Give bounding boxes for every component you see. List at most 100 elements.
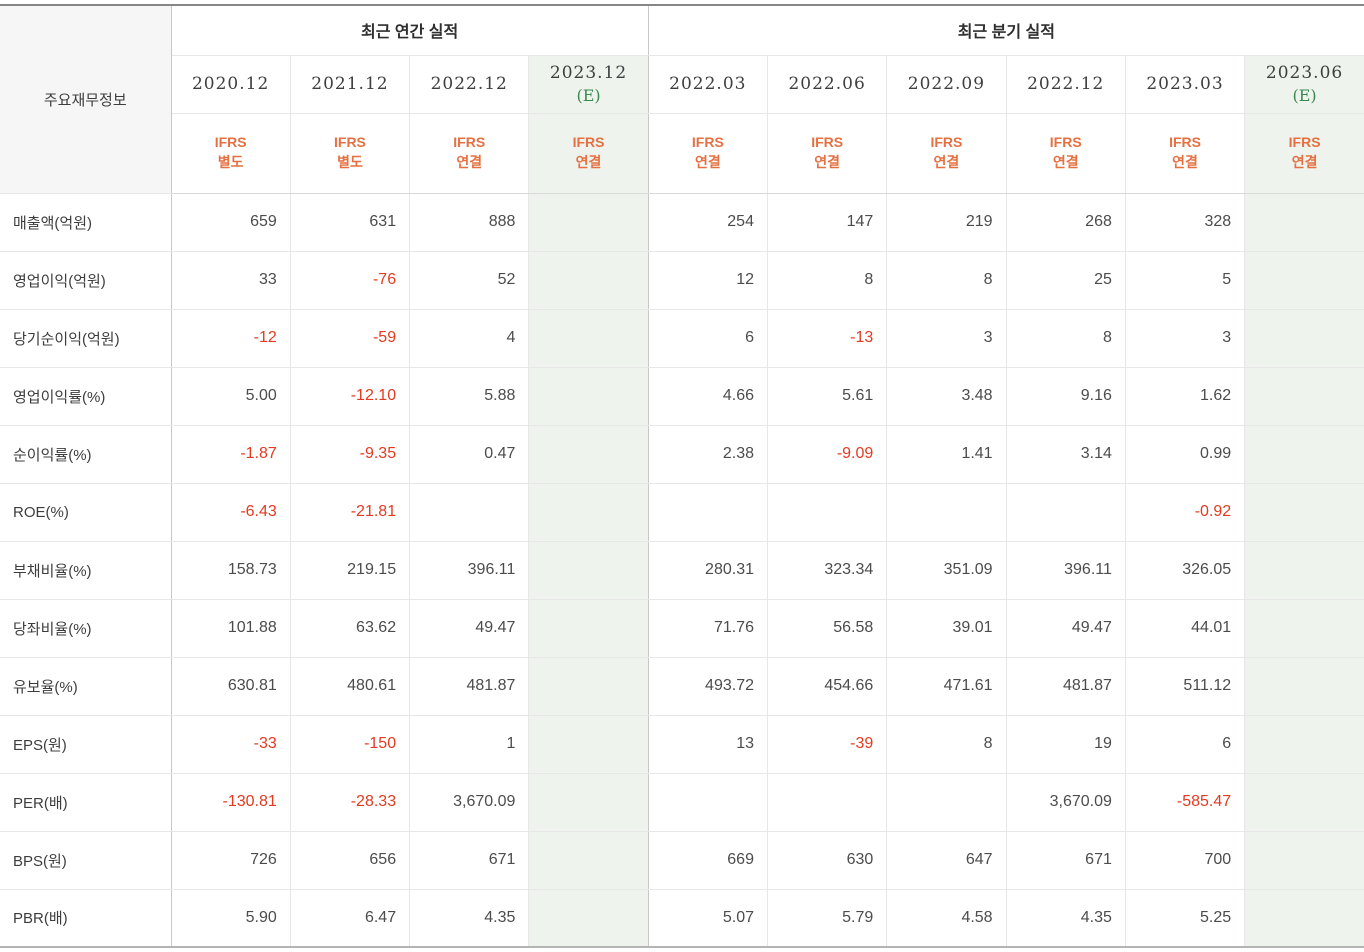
data-cell: 0.99 <box>1124 424 1246 484</box>
period-header-2022-12: 2022.12 <box>1005 54 1126 114</box>
data-cell: 630 <box>766 830 888 890</box>
period-header-2023-12: 2023.12 (E) <box>528 54 649 114</box>
period-label: 2020.12 <box>191 74 270 94</box>
data-cell <box>1244 366 1364 426</box>
data-cell: 4.35 <box>409 888 530 947</box>
ifrs-standard-label: IFRS 별도 <box>289 112 411 194</box>
data-cell: 25 <box>1005 250 1126 310</box>
data-cell <box>528 366 649 426</box>
data-cell: 630.81 <box>170 656 291 716</box>
row-label: 유보율(%) <box>0 656 172 716</box>
row-label: 매출액(억원) <box>0 192 172 252</box>
data-cell: -130.81 <box>170 772 291 832</box>
data-cell <box>1244 772 1364 832</box>
period-header-2022-12: 2022.12 <box>409 54 530 114</box>
data-cell <box>1244 424 1364 484</box>
data-cell: 4 <box>409 308 530 368</box>
data-cell <box>528 424 649 484</box>
data-cell: 5.61 <box>766 366 888 426</box>
data-cell <box>766 772 888 832</box>
table-row: EPS(원) -33 -150 1 13 -39 8 19 6 <box>0 714 1364 774</box>
data-cell <box>528 772 649 832</box>
table-row: 당좌비율(%) 101.88 63.62 49.47 71.76 56.58 39.01 49… <box>0 598 1364 658</box>
data-cell: 656 <box>289 830 411 890</box>
data-cell: 669 <box>647 830 768 890</box>
row-label: PER(배) <box>0 772 172 832</box>
data-cell: -12 <box>170 308 291 368</box>
data-cell: 481.87 <box>409 656 530 716</box>
estimate-mark: (E) <box>1292 86 1317 105</box>
data-cell: 511.12 <box>1124 656 1246 716</box>
data-cell: 5 <box>1124 250 1246 310</box>
data-cell <box>528 656 649 716</box>
period-header-2022-09: 2022.09 <box>886 54 1007 114</box>
ifrs-standard-label: IFRS 연결 <box>409 112 530 194</box>
data-cell: 0.47 <box>409 424 530 484</box>
data-cell: 8 <box>766 250 888 310</box>
data-cell: 52 <box>409 250 530 310</box>
table-row: BPS(원) 726 656 671 669 630 647 671 700 <box>0 830 1364 890</box>
table-row: 부채비율(%) 158.73 219.15 396.11 280.31 323.34 351… <box>0 540 1364 600</box>
period-label: 2022.12 <box>430 74 508 94</box>
data-cell <box>1244 830 1364 890</box>
row-label: 순이익률(%) <box>0 424 172 484</box>
data-cell: 63.62 <box>289 598 411 658</box>
data-cell: 1.62 <box>1124 366 1246 426</box>
data-cell: 147 <box>766 192 888 252</box>
data-cell: 328 <box>1124 192 1246 252</box>
data-cell: 3 <box>886 308 1007 368</box>
data-cell <box>528 714 649 774</box>
data-cell: 351.09 <box>886 540 1007 600</box>
period-label: 2023.06 <box>1265 63 1344 83</box>
data-cell: -585.47 <box>1124 772 1246 832</box>
data-cell: 471.61 <box>886 656 1007 716</box>
table-row: 순이익률(%) -1.87 -9.35 0.47 2.38 -9.09 1.41 3.14 0.… <box>0 424 1364 484</box>
row-label: BPS(원) <box>0 830 172 890</box>
period-header-2022-03: 2022.03 <box>647 54 768 114</box>
data-cell: 44.01 <box>1124 598 1246 658</box>
table-row: PER(배) -130.81 -28.33 3,670.09 3,670.09 -585.… <box>0 772 1364 832</box>
period-header-2023-06: 2023.06 (E) <box>1244 54 1364 114</box>
data-cell: 8 <box>1005 308 1126 368</box>
data-cell: 5.25 <box>1124 888 1246 947</box>
data-cell: 39.01 <box>886 598 1007 658</box>
data-cell <box>647 772 768 832</box>
data-cell: 5.90 <box>170 888 291 947</box>
data-cell: 888 <box>409 192 530 252</box>
period-header-2021-12: 2021.12 <box>289 54 411 114</box>
data-cell: 6.47 <box>289 888 411 947</box>
table-row: 영업이익률(%) 5.00 -12.10 5.88 4.66 5.61 3.48 9.16 1.… <box>0 366 1364 426</box>
period-header-2022-06: 2022.06 <box>766 54 888 114</box>
data-cell: -76 <box>289 250 411 310</box>
period-label: 2023.03 <box>1146 74 1224 94</box>
row-label: EPS(원) <box>0 714 172 774</box>
data-cell: 647 <box>886 830 1007 890</box>
data-cell: 493.72 <box>647 656 768 716</box>
data-cell <box>1244 192 1364 252</box>
data-cell <box>1244 250 1364 310</box>
data-cell: 671 <box>1005 830 1126 890</box>
data-cell: -28.33 <box>289 772 411 832</box>
row-label: PBR(배) <box>0 888 172 947</box>
data-cell: 481.87 <box>1005 656 1126 716</box>
data-cell: 219.15 <box>289 540 411 600</box>
data-cell: 5.79 <box>766 888 888 947</box>
data-cell: -59 <box>289 308 411 368</box>
data-cell: 280.31 <box>647 540 768 600</box>
period-header-2020-12: 2020.12 <box>171 54 291 114</box>
ifrs-standard-label: IFRS 연결 <box>1124 112 1246 194</box>
period-label: 2022.03 <box>669 74 747 94</box>
data-cell: 3,670.09 <box>1005 772 1126 832</box>
estimate-mark: (E) <box>576 86 601 105</box>
ifrs-standard-label: IFRS 연결 <box>1244 112 1364 194</box>
table-row: 영업이익(억원) 33 -76 52 12 8 8 25 5 <box>0 250 1364 310</box>
data-cell: 700 <box>1124 830 1246 890</box>
ifrs-standard-label: IFRS 연결 <box>766 112 888 194</box>
data-cell <box>1244 888 1364 947</box>
row-label: 영업이익(억원) <box>0 250 172 310</box>
data-cell: 56.58 <box>766 598 888 658</box>
data-cell: 3.48 <box>886 366 1007 426</box>
row-label: 당좌비율(%) <box>0 598 172 658</box>
data-cell: -9.35 <box>289 424 411 484</box>
data-cell: 49.47 <box>1005 598 1126 658</box>
